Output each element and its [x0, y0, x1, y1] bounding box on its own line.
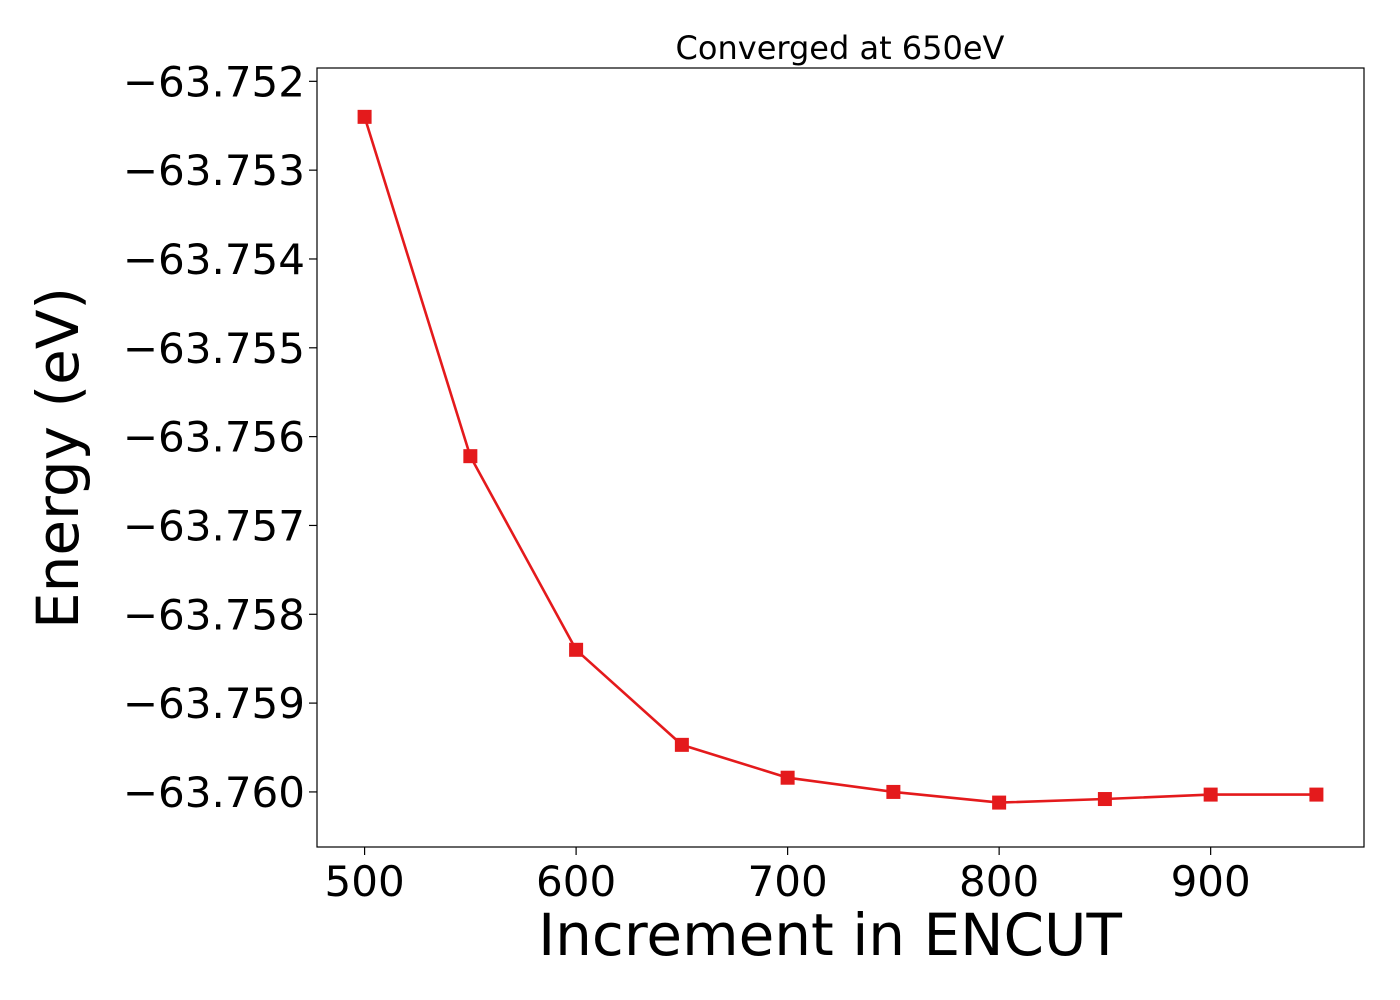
x-tick-label: 600 [536, 857, 616, 906]
x-tick-label: 900 [1171, 857, 1251, 906]
x-axis: 500 600 700 800 900 [325, 847, 1251, 906]
data-point-marker [780, 770, 795, 785]
data-point-marker [1309, 787, 1324, 802]
y-tick-label: −63.754 [123, 235, 305, 284]
data-point-marker [463, 449, 478, 464]
y-tick-label: −63.753 [123, 146, 305, 195]
y-tick-label: −63.758 [123, 590, 305, 639]
x-tick-label: 700 [748, 857, 828, 906]
y-tick-label: −63.752 [123, 57, 305, 106]
plot-area-frame [316, 67, 1365, 848]
y-tick-label: −63.759 [123, 679, 305, 728]
data-point-marker [674, 737, 689, 752]
x-axis-label: Increment in ENCUT [538, 901, 1122, 969]
series-layer [357, 109, 1324, 810]
y-axis-label: Energy (eV) [24, 287, 92, 629]
x-tick-label: 800 [959, 857, 1039, 906]
data-point-marker [886, 784, 901, 799]
x-tick-label: 500 [325, 857, 405, 906]
y-tick-label: −63.760 [123, 768, 305, 817]
series-line [363, 116, 1317, 804]
y-tick-label: −63.757 [123, 501, 305, 550]
y-tick-label: −63.755 [123, 324, 305, 373]
data-point-marker [569, 642, 584, 657]
y-axis: −63.752 −63.753 −63.754 −63.755 −63.756 −63.7… [123, 57, 317, 817]
data-point-marker [1097, 792, 1112, 807]
y-tick-label: −63.756 [123, 413, 305, 462]
data-point-marker [1203, 787, 1218, 802]
data-point-marker [992, 795, 1007, 810]
data-point-marker [357, 109, 372, 124]
chart-title: Converged at 650eV [676, 29, 1005, 67]
